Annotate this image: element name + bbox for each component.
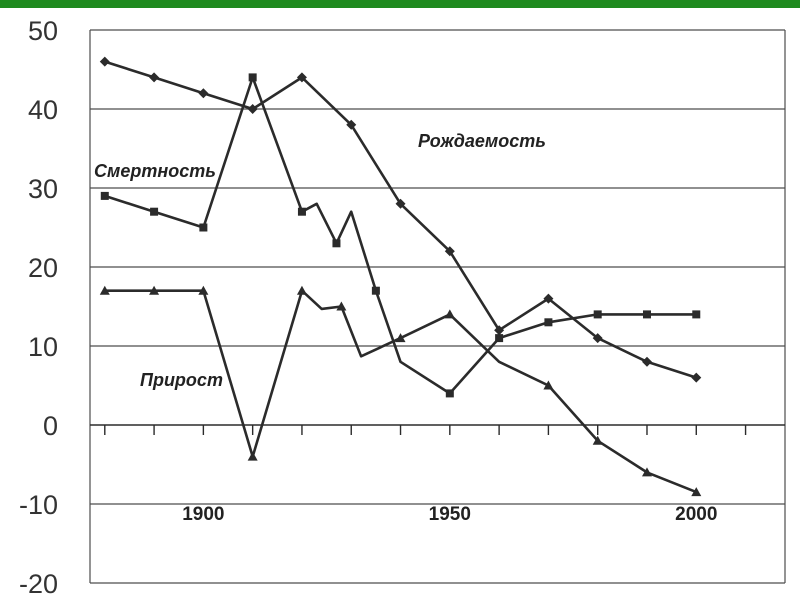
data-point-square [445,389,454,398]
data-point-diamond [444,246,455,257]
data-point-diamond [149,72,160,83]
data-point-square [642,310,651,319]
gridlines [90,29,785,584]
x-tick-label: 1900 [182,504,224,525]
data-point-diamond [543,293,554,304]
data-point-square [199,223,208,232]
data-point-square [150,207,159,216]
data-point-triangle [99,285,110,295]
series-label-death-rate: Смертность [94,161,216,181]
series-labels: Рождаемость Смертность Прирост [94,131,546,390]
data-point-square [248,73,257,82]
data-point-diamond [395,198,406,209]
y-tick-label: 50 [28,16,58,46]
y-tick-label: 40 [28,95,58,125]
axes [89,30,786,583]
series-lines [99,56,702,497]
data-point-diamond [99,56,110,67]
y-tick-label: 0 [43,411,58,441]
series-line-1 [104,76,697,395]
data-point-triangle [543,380,554,390]
data-point-triangle [198,285,209,295]
data-point-square [593,310,602,319]
data-point-square [371,286,380,295]
data-point-triangle [149,285,160,295]
data-point-triangle [296,285,307,295]
data-point-square [495,334,504,343]
data-point-triangle [641,467,652,477]
data-point-triangle [247,451,258,461]
data-point-diamond [691,372,702,383]
series-line-2 [104,289,697,494]
data-point-diamond [494,325,505,336]
data-point-diamond [641,356,652,367]
data-point-triangle [395,333,406,343]
data-point-diamond [198,88,209,99]
series-label-natural-growth: Прирост [140,370,223,390]
x-tick-label: 1950 [429,504,471,525]
y-tick-label: -20 [19,569,58,599]
x-tick-label: 2000 [675,504,717,525]
x-tick-labels: 1900 1950 2000 [182,504,717,525]
data-point-triangle [444,309,455,319]
y-tick-labels: 50 40 30 20 10 0 -10 -20 [19,16,58,599]
data-point-diamond [346,119,357,130]
y-tick-label: 10 [28,332,58,362]
data-point-square [297,207,306,216]
header-bar [0,0,800,8]
y-tick-label: -10 [19,490,58,520]
y-tick-label: 20 [28,253,58,283]
series-label-birth-rate: Рождаемость [418,131,546,151]
data-point-diamond [296,72,307,83]
data-point-square [692,310,701,319]
data-point-square [100,191,109,200]
y-tick-label: 30 [28,174,58,204]
data-point-diamond [247,104,258,114]
data-point-square [332,239,341,248]
data-point-diamond [592,333,603,344]
data-point-triangle [336,301,347,311]
data-point-square [544,318,553,327]
data-point-triangle [691,487,702,497]
data-point-triangle [592,435,603,445]
